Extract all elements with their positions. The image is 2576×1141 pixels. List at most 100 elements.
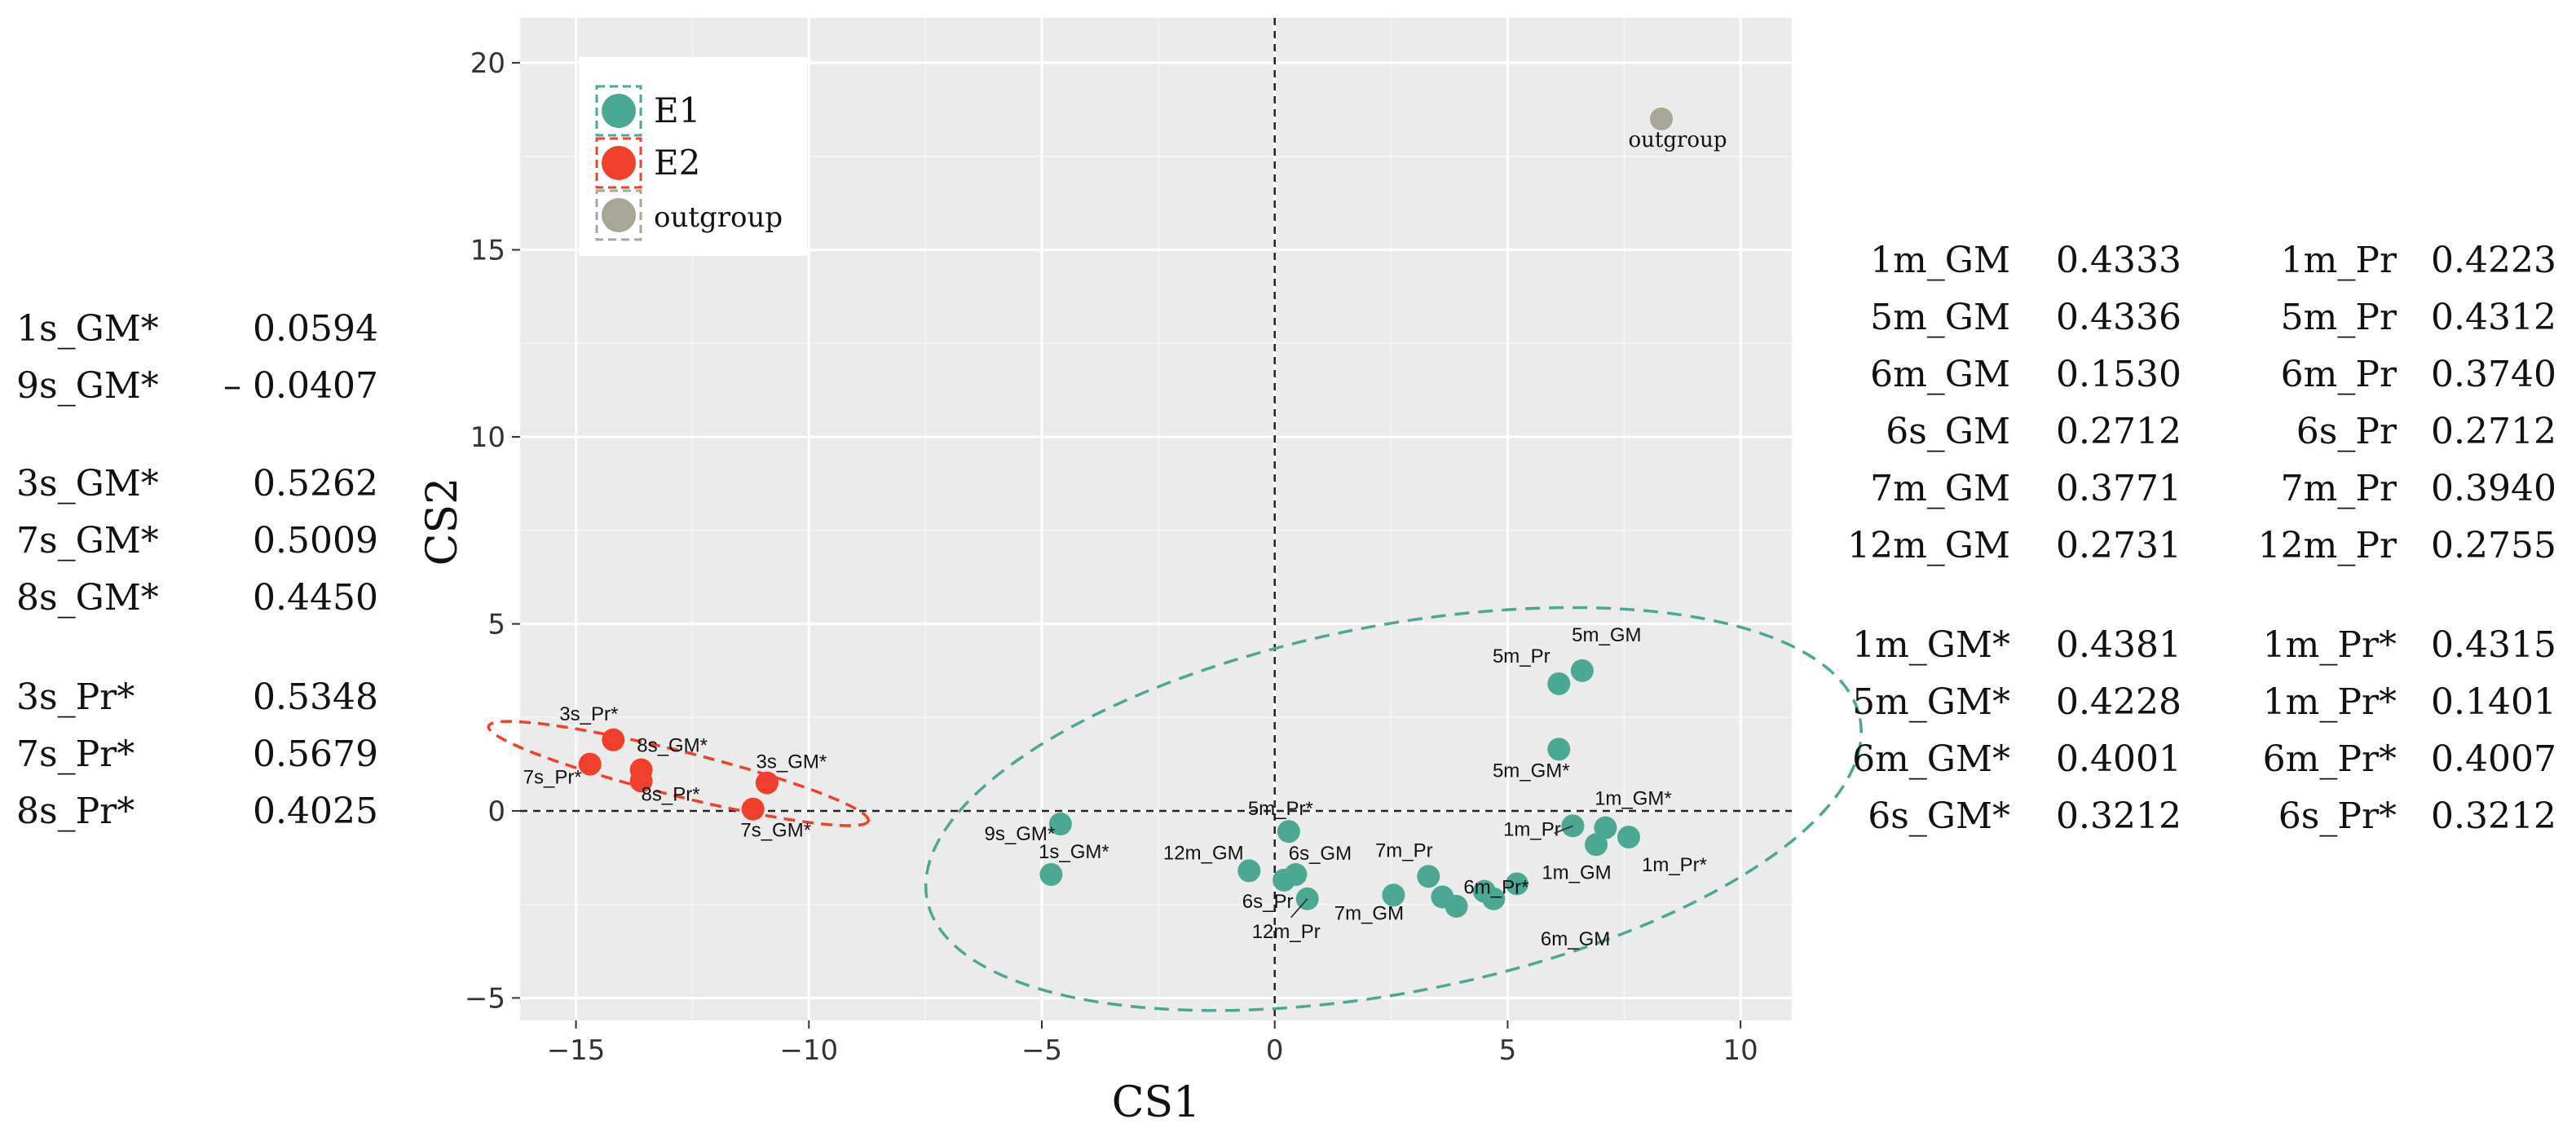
point-label: 8s_Pr* <box>642 783 700 805</box>
point-label: 12m_GM <box>1163 842 1244 864</box>
point-label: 3s_GM* <box>756 751 827 773</box>
sample-value: 0.4336 <box>2056 297 2181 338</box>
sample-name: 6s_Pr <box>2296 411 2397 452</box>
sample-value: 0.5009 <box>253 520 378 562</box>
sample-value: 0.4223 <box>2431 240 2556 281</box>
sample-value: 0.4450 <box>253 577 378 619</box>
point-label: 5m_Pr <box>1493 645 1550 667</box>
point-label: 8s_GM* <box>637 735 708 757</box>
sample-value: 0.2712 <box>2056 411 2181 452</box>
point-label: 6s_GM <box>1289 843 1352 865</box>
sample-name: 12m_GM <box>1847 525 2010 566</box>
data-point <box>1039 863 1063 887</box>
sample-value: 0.3212 <box>2056 795 2181 837</box>
sample-value: – 0.0407 <box>223 365 378 407</box>
group-ellipses <box>487 606 1863 1012</box>
data-point <box>1594 816 1617 839</box>
data-point <box>741 797 765 821</box>
x-tick-label: −5 <box>1021 1034 1062 1067</box>
y-axis-ticks: −5 0 5 10 15 20 <box>465 47 520 1015</box>
ellipse-e2 <box>487 720 871 827</box>
sample-name: 6s_Pr* <box>2278 795 2397 837</box>
y-tick-label: 5 <box>487 609 505 641</box>
point-label: 1m_GM* <box>1595 788 1672 810</box>
point-label: 1m_Pr <box>1503 818 1561 840</box>
data-point <box>1617 826 1640 849</box>
label-leader-line <box>1554 825 1573 835</box>
data-point <box>1585 833 1608 857</box>
sample-name: 1m_GM <box>1870 240 2010 281</box>
data-point <box>1505 872 1528 896</box>
point-label: 12m_Pr <box>1252 921 1321 943</box>
legend-key-dot <box>602 198 636 232</box>
x-tick-label: 10 <box>1723 1034 1758 1067</box>
data-point <box>1417 865 1440 888</box>
sample-name: 7m_GM <box>1870 468 2010 509</box>
legend-key-frame <box>595 85 642 137</box>
grid-minor <box>520 18 1792 1020</box>
sample-name: 1m_Pr <box>2280 240 2397 281</box>
sample-name: 6m_Pr <box>2280 354 2397 395</box>
sample-name: 7m_Pr <box>2280 468 2397 509</box>
x-axis-ticks: −15 −10 −5 0 5 10 <box>547 1020 1758 1067</box>
legend-key-dot <box>602 94 636 128</box>
y-tick-label: −5 <box>465 982 505 1015</box>
sample-value: 0.4025 <box>253 791 378 832</box>
sample-name: 6m_GM* <box>1852 738 2010 780</box>
data-point <box>1445 895 1468 919</box>
y-tick-label: 0 <box>487 795 505 828</box>
point-label: 1m_GM <box>1542 861 1611 883</box>
sample-value: 0.1401 <box>2431 681 2556 723</box>
sample-name: 9s_GM* <box>16 365 159 407</box>
sample-name: 1m_Pr* <box>2262 681 2397 723</box>
sample-name: 6m_GM <box>1870 354 2010 395</box>
point-label: 3s_Pr* <box>559 703 618 725</box>
data-point <box>629 769 653 793</box>
point-label: 7m_GM <box>1334 902 1404 924</box>
y-axis-label: CS2 <box>418 478 467 566</box>
point-label: 9s_GM* <box>985 823 1056 845</box>
sample-value: 0.2731 <box>2056 525 2181 566</box>
sample-name: 8s_GM* <box>16 577 159 619</box>
legend-label: E2 <box>654 143 700 183</box>
data-point <box>1570 659 1594 682</box>
x-tick-label: 5 <box>1499 1034 1517 1067</box>
x-axis-label: CS1 <box>1112 1078 1201 1127</box>
label-leader-line <box>1290 898 1308 919</box>
sample-value: 0.1530 <box>2056 354 2181 395</box>
x-tick-label: 0 <box>1266 1034 1284 1067</box>
data-point <box>1547 672 1571 695</box>
y-tick-label: 20 <box>470 47 505 80</box>
sample-name: 12m_Pr <box>2257 525 2397 566</box>
point-label: 6m_Pr* <box>1463 877 1528 899</box>
sample-value: 0.3771 <box>2056 468 2181 509</box>
point-labels: 5m_GM 5m_Pr 5m_GM* 1m_GM* 1m_Pr 1m_Pr* 1m_GM 9s… <box>523 128 1727 950</box>
reference-lines <box>520 18 1792 1020</box>
point-label: 5m_Pr* <box>1248 798 1313 820</box>
sample-value: 0.4001 <box>2056 738 2181 780</box>
legend-label: outgroup <box>654 201 783 234</box>
legend: E1 E2 outgroup <box>579 57 807 256</box>
sample-name: 7s_Pr* <box>16 734 135 775</box>
legend-key-frame <box>595 137 642 189</box>
sample-value: 0.4381 <box>2056 624 2181 666</box>
point-label: 1s_GM* <box>1039 841 1109 863</box>
point-label: 5m_GM* <box>1493 760 1570 782</box>
data-point <box>1237 859 1261 883</box>
sample-value: 0.4312 <box>2431 297 2556 338</box>
sample-name: 3s_GM* <box>16 463 159 504</box>
sample-value: 0.4315 <box>2431 624 2556 666</box>
sample-name: 6s_GM <box>1886 411 2010 452</box>
data-point <box>1382 883 1405 907</box>
sample-name: 8s_Pr* <box>16 791 135 832</box>
sample-value: 0.3212 <box>2431 795 2556 837</box>
sample-name: 7s_GM* <box>16 520 159 562</box>
data-point <box>1482 887 1506 910</box>
sample-name: 5m_Pr <box>2280 297 2397 338</box>
sample-value: 0.5679 <box>253 734 378 775</box>
x-tick-label: −10 <box>779 1034 838 1067</box>
y-tick-label: 10 <box>470 421 505 454</box>
data-point <box>1273 868 1296 892</box>
legend-key-frame <box>595 189 642 241</box>
